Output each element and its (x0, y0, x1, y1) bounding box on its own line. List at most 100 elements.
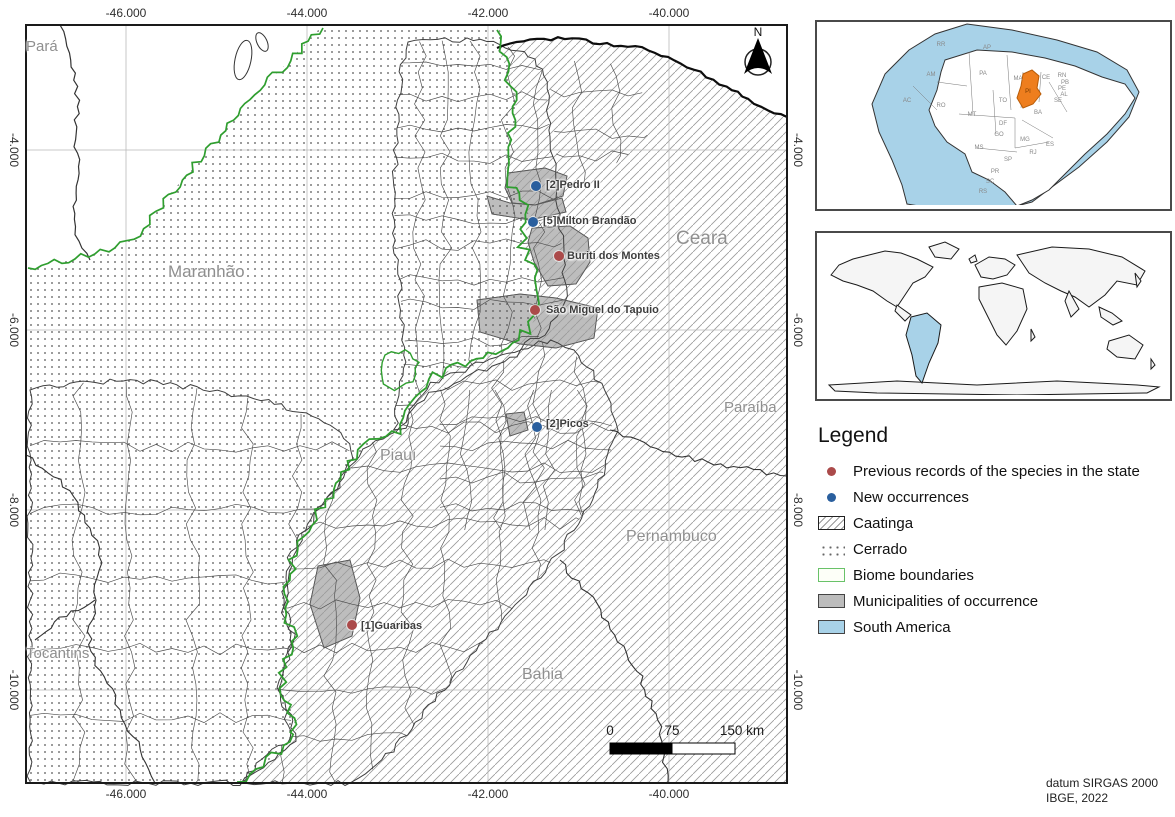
state-abbr-sc: SC (986, 179, 995, 185)
new-occurrence-dot-icon (826, 492, 836, 502)
state-label-tocantins: Tocantins (26, 645, 90, 662)
state-abbr-pb: PB (1061, 80, 1069, 86)
europe-shape (974, 256, 1016, 280)
state-abbr-ce: CE (1042, 75, 1050, 81)
biome-boundary-swatch (817, 568, 845, 582)
north-arrow-label: N (754, 25, 763, 39)
y-tick-left-10: -10.000 (7, 669, 21, 711)
state-abbr-ro: RO (937, 103, 946, 109)
legend-item-cerrado: Cerrado (816, 536, 1175, 562)
south-america-swatch (817, 620, 845, 634)
state-abbr-ba: BA (1034, 110, 1042, 116)
state-abbr-rs: RS (979, 189, 987, 195)
y-tick-right-4: -4.000 (791, 132, 805, 168)
state-label-pernambuco: Pernambuco (626, 528, 717, 545)
y-tick-left-4: -4.000 (7, 132, 21, 168)
japan-shape (1134, 272, 1142, 289)
north-america-shape (830, 250, 934, 308)
legend-label: Cerrado (853, 540, 908, 558)
x-tick-top-42: -42.000 (467, 6, 509, 20)
legend-label: Previous records of the species in the s… (853, 462, 1140, 480)
map-credits: datum SIRGAS 2000 IBGE, 2022 (1046, 776, 1171, 806)
cerrado-region (26, 25, 541, 783)
state-abbr-to: TO (999, 98, 1008, 104)
piaui-highlight-shape (1016, 69, 1042, 109)
north-arrow: N (744, 25, 772, 76)
brazil-inset-map: RR AP AM PA MA CE RN PB PE AL SE AC RO T… (815, 20, 1172, 211)
southeast-asia-shape (1098, 306, 1123, 326)
legend-item-biome-boundaries: Biome boundaries (816, 562, 1175, 588)
occurrence-dot-picos (532, 422, 542, 432)
piaui-south-boundary (237, 339, 619, 787)
india-shape (1064, 289, 1080, 318)
datum-text: datum SIRGAS 2000 (1046, 776, 1159, 790)
occurrence-dot-pedro-ii (531, 181, 541, 191)
greenland-shape (928, 241, 960, 260)
state-label-bahia: Bahia (522, 666, 563, 683)
australia-shape (1106, 334, 1144, 360)
legend-title: Legend (818, 424, 889, 447)
state-abbr-pi: PI (1025, 89, 1031, 95)
south-america-highlight-shape (905, 312, 942, 384)
scale-bar: 0 75 150 km (606, 723, 764, 755)
occurrence-dot-guaribas (347, 620, 357, 630)
x-tick-bottom-42: -42.000 (467, 787, 509, 801)
delta-island (233, 39, 253, 81)
state-abbr-go: GO (994, 132, 1004, 138)
legend-item-caatinga: Caatinga (816, 510, 1175, 536)
caatinga-region (237, 38, 787, 783)
scale-tick-150: 150 km (720, 723, 764, 738)
state-abbr-al: AL (1060, 92, 1068, 98)
biome-boundary-loop (380, 348, 421, 392)
asia-shape (1016, 246, 1146, 308)
state-abbr-ms: MS (975, 145, 984, 151)
para-state-boundary (59, 24, 91, 261)
y-tick-right-10: -10.000 (791, 669, 805, 711)
x-tick-top-44: -44.000 (286, 6, 328, 20)
occurrence-label-buriti-dos-montes: Buriti dos Montes (567, 250, 660, 262)
state-abbr-pe: PE (1058, 86, 1066, 92)
state-abbr-ap: AP (983, 45, 991, 51)
central-america-shape (894, 304, 912, 322)
state-abbr-am: AM (927, 72, 936, 78)
y-tick-left-8: -8.000 (7, 492, 21, 528)
new-zealand-shape (1150, 357, 1156, 371)
legend-label: Municipalities of occurrence (853, 592, 1039, 610)
legend: Legend Previous records of the species i… (816, 424, 1175, 640)
x-tick-bottom-44: -44.000 (286, 787, 328, 801)
state-abbr-pa: PA (979, 71, 987, 77)
state-label-para: Pará (26, 38, 58, 55)
state-abbr-df: DF (999, 121, 1007, 127)
x-tick-bottom-46: -46.000 (105, 787, 147, 801)
pernambuco-north-boundary (609, 429, 788, 477)
state-abbr-mt: MT (968, 112, 977, 118)
africa-shape (978, 282, 1028, 346)
antarctica-shape (827, 380, 1161, 396)
legend-item-municipalities: Municipalities of occurrence (816, 588, 1175, 614)
uk-shape (968, 254, 978, 264)
tocantins-boundary (25, 454, 156, 784)
pernambuco-bahia-boundary (559, 559, 669, 784)
occurrence-dot-sao-miguel-do-tapuio (530, 305, 540, 315)
municipality-swatch (817, 594, 845, 608)
piaui-north-boundary (391, 37, 568, 431)
x-tick-top-46: -46.000 (105, 6, 147, 20)
brazil-shape (928, 49, 1136, 207)
municipality-borders (309, 167, 599, 649)
state-abbr-es: ES (1046, 142, 1054, 148)
state-abbr-ac: AC (903, 98, 912, 104)
y-tick-right-8: -8.000 (791, 492, 805, 528)
x-tick-bottom-40: -40.000 (648, 787, 690, 801)
graticule (26, 25, 787, 783)
state-label-piaui: Piauí (380, 447, 417, 464)
state-label-ceara: Ceará (676, 228, 728, 249)
legend-item-south-america: South America (816, 614, 1175, 640)
scale-tick-0: 0 (606, 723, 614, 738)
main-map-canvas: N 0 75 150 km (25, 24, 788, 787)
map-frame (25, 24, 788, 784)
brazil-state-labels: RR AP AM PA MA CE RN PB PE AL SE AC RO T… (903, 42, 1069, 195)
maranhao-tocantins-boundary (34, 599, 96, 641)
world-continents (827, 241, 1161, 396)
biome-boundary-main (236, 29, 540, 783)
